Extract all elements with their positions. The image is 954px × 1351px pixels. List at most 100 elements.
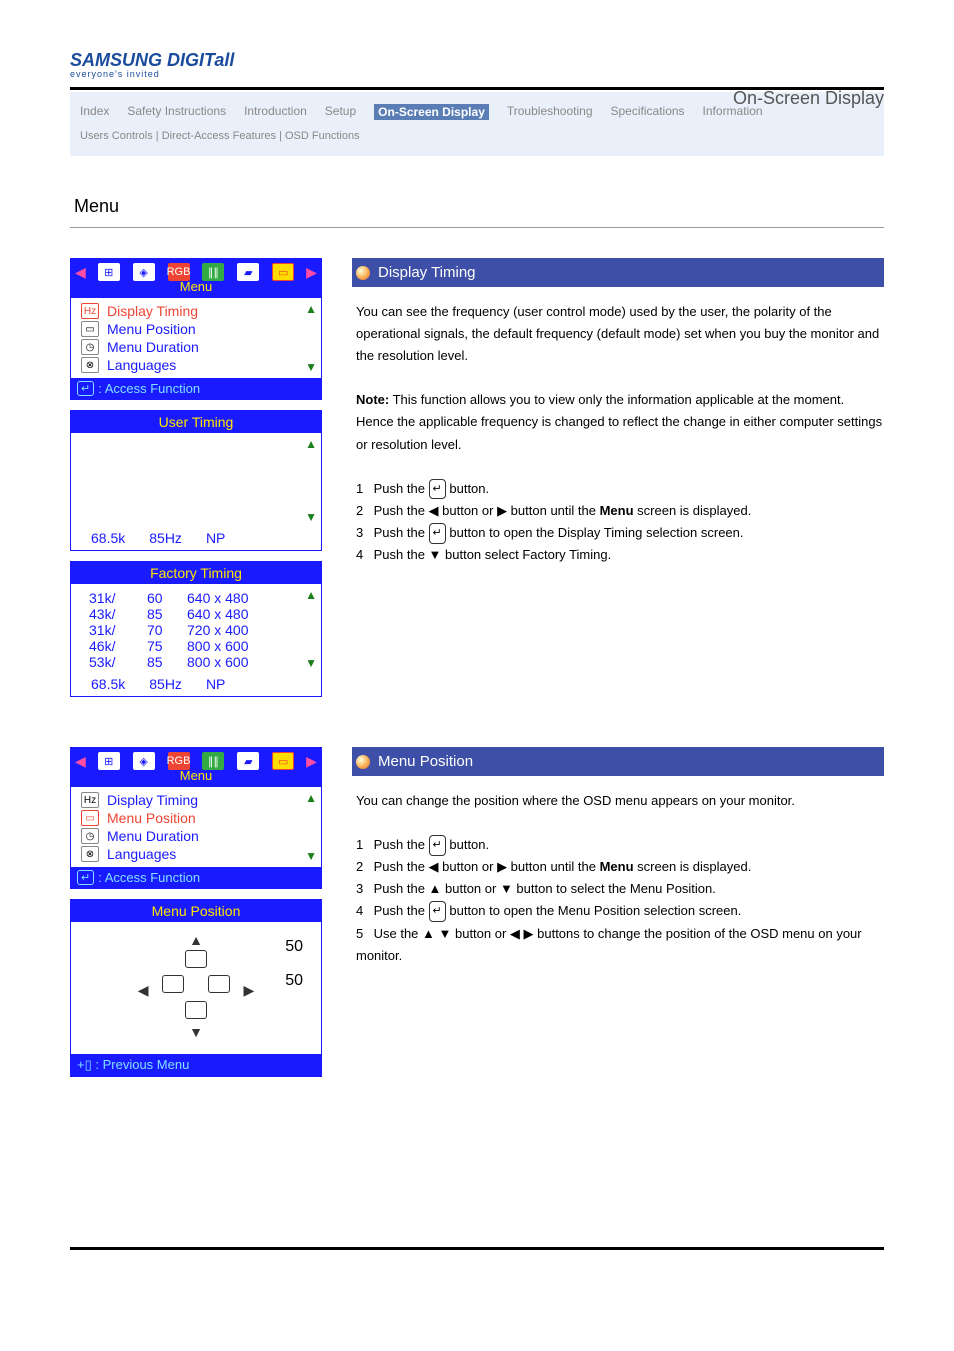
status-pol: NP [206,530,225,546]
scroll-down-icon[interactable]: ▼ [305,360,317,374]
osd-footer-label: : Access Function [98,870,200,885]
osd-item-menu-position[interactable]: ▭ Menu Position [81,809,307,827]
osd-menu-position-panel: Menu Position ▲ ◀ ▶ ▼ 50 50 + [70,899,322,1077]
osd-top-icon[interactable]: ⊞ [98,263,120,281]
nav-right-icon[interactable]: ▶ [306,264,317,281]
osd-footer-prev: +▯ : Previous Menu [71,1054,321,1076]
position-icon: ▭ [81,810,99,826]
step-5: 5 Use the ▲ ▼ button or ◀ ▶ buttons to c… [356,923,884,967]
osd-item-label: Languages [107,357,176,373]
enter-key-icon: ↵ [429,479,446,500]
osd-item-menu-duration[interactable]: ◷ Menu Duration [81,827,307,845]
osd-top-icon[interactable]: ▰ [237,752,259,770]
nav-tab[interactable]: Introduction [244,104,307,120]
nav-tab[interactable]: Safety Instructions [127,104,226,120]
desc-header-display-timing: Display Timing [352,258,884,287]
pos-box-icon [162,975,184,993]
osd-main-menu: ◀ ⊞ ◈ RGB ∥∥ ▰ ▭ ▶ Menu Hz Display Timin… [70,258,322,400]
clock-icon: ◷ [81,828,99,844]
footer-rule [70,1247,884,1250]
nav-left-icon[interactable]: ◀ [75,753,86,770]
step-2: 2 Push the ◀ button or ▶ button until th… [356,856,884,878]
desc-title: Menu Position [378,753,473,770]
scroll-down-icon[interactable]: ▼ [305,656,317,670]
osd-item-display-timing[interactable]: Hz Display Timing [81,302,307,320]
left-arrow-icon[interactable]: ◀ [138,982,149,998]
menu-pos-value-v: 50 [285,972,303,990]
clock-icon: ◷ [81,339,99,355]
bullet-icon [356,266,370,280]
down-arrow-icon[interactable]: ▼ [189,1024,203,1040]
osd-top-icon[interactable]: ◈ [133,263,155,281]
factory-timing-status: 68.5k 85Hz NP [71,674,321,696]
nav-tab[interactable]: Troubleshooting [507,104,593,120]
step-4: 4 Push the ▼ button select Factory Timin… [356,544,884,566]
scroll-up-icon[interactable]: ▲ [305,437,317,451]
nav-left-icon[interactable]: ◀ [75,264,86,281]
osd-top-icon[interactable]: ◈ [133,752,155,770]
nav-tab-active[interactable]: On-Screen Display [374,104,489,120]
globe-icon: ⊗ [81,846,99,862]
osd-item-label: Menu Duration [107,339,199,355]
right-arrow-icon[interactable]: ▶ [243,982,254,998]
desc-body: You can see the frequency (user control … [352,287,884,566]
osd-item-label: Languages [107,846,176,862]
note-label: Note: [356,392,389,407]
osd-menu-label: Menu [71,768,321,787]
scroll-up-icon[interactable]: ▲ [305,588,317,602]
scroll-up-icon[interactable]: ▲ [305,791,317,805]
status-pol: NP [206,676,225,692]
brand-text: SAMSUNG DIGITall [70,50,234,70]
nav-right-icon[interactable]: ▶ [306,753,317,770]
user-timing-title: User Timing [71,411,321,433]
hz-icon: Hz [81,303,99,319]
osd-item-label: Display Timing [107,792,198,808]
osd-top-icon-active[interactable]: ▭ [272,263,294,281]
scroll-down-icon[interactable]: ▼ [305,849,317,863]
osd-item-languages[interactable]: ⊗ Languages [81,845,307,863]
osd-item-menu-position[interactable]: ▭ Menu Position [81,320,307,338]
osd-footer-hint: ↵ : Access Function [71,867,321,888]
osd-footer-label: : Access Function [98,381,200,396]
table-row: 31k/60640 x 480 [89,590,307,606]
enter-key-icon: ↵ [429,523,446,544]
pos-box-icon [185,1001,207,1019]
up-arrow-icon[interactable]: ▲ [189,932,203,948]
nav-tab[interactable]: Specifications [611,104,685,120]
scroll-down-icon[interactable]: ▼ [305,510,317,524]
menu-pos-value-h: 50 [285,938,303,956]
scroll-up-icon[interactable]: ▲ [305,302,317,316]
desc-header-menu-position: Menu Position [352,747,884,776]
nav-tab[interactable]: Setup [325,104,356,120]
nav-tab[interactable]: Index [80,104,109,120]
osd-top-icon[interactable]: ▰ [237,263,259,281]
status-khz: 68.5k [91,530,125,546]
osd-top-icon[interactable]: ⊞ [98,752,120,770]
osd-top-icon-active[interactable]: ▭ [272,752,294,770]
page-title: On-Screen Display [733,88,884,109]
osd-menu-label: Menu [71,279,321,298]
step-4: 4 Push the ↵ button to open the Menu Pos… [356,900,884,922]
table-row: 53k/85800 x 600 [89,654,307,670]
hz-icon: Hz [81,792,99,808]
globe-icon: ⊗ [81,357,99,373]
osd-factory-timing: Factory Timing 31k/60640 x 480 43k/85640… [70,561,322,697]
osd-item-languages[interactable]: ⊗ Languages [81,356,307,374]
desc-note: This function allows you to view only th… [356,392,882,451]
block-display-timing: ◀ ⊞ ◈ RGB ∥∥ ▰ ▭ ▶ Menu Hz Display Timin… [70,258,884,707]
position-icon: ▭ [81,321,99,337]
desc-intro: You can see the frequency (user control … [356,301,884,367]
osd-item-label: Menu Position [107,810,196,826]
osd-item-display-timing[interactable]: Hz Display Timing [81,791,307,809]
step-1: 1 Push the ↵ button. [356,478,884,500]
factory-timing-title: Factory Timing [71,562,321,584]
desc-body: You can change the position where the OS… [352,776,884,967]
enter-key-icon: ↵ [429,835,446,856]
pos-box-icon [185,950,207,968]
enter-key-icon: ↵ [77,381,94,396]
table-row: 46k/75800 x 600 [89,638,307,654]
user-timing-status: 68.5k 85Hz NP [71,528,321,550]
osd-item-menu-duration[interactable]: ◷ Menu Duration [81,338,307,356]
status-khz: 68.5k [91,676,125,692]
status-hz: 85Hz [149,676,182,692]
